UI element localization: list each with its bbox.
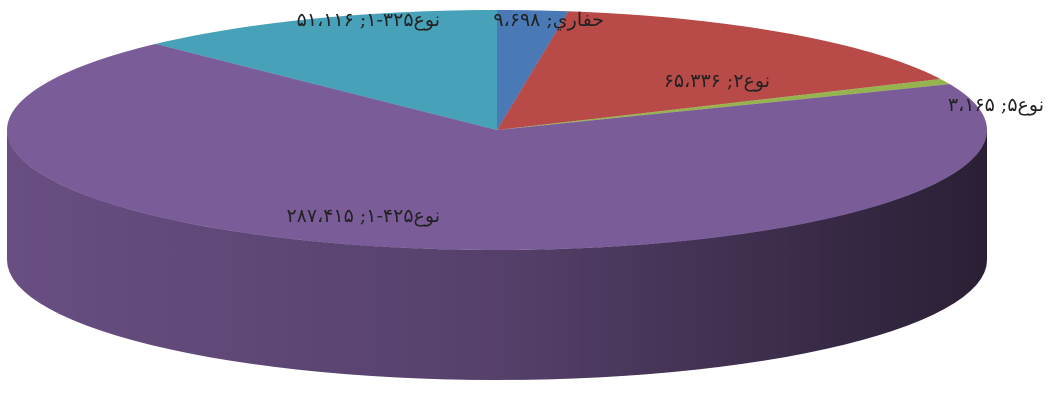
slice-2-data-label: نوع۲; ۶۵،۳۳۶	[664, 70, 770, 92]
slice-3	[497, 78, 950, 130]
slice-1-data-label: حفاري; ۹،۶۹۸	[493, 9, 604, 31]
slice-5-data-label: نوع۳۲۵-۱; ۵۱،۱۱۶	[297, 9, 440, 31]
slice-3-data-label: نوع۵; ۳،۱۶۵	[948, 94, 1044, 116]
slice-1	[497, 10, 569, 130]
slice-4	[7, 43, 987, 250]
slice-4-data-label: نوع۴۲۵-۱; ۲۸۷،۴۱۵	[286, 205, 440, 227]
slice-5	[155, 10, 497, 130]
slice-2	[497, 11, 941, 131]
slice-4-side-shading	[7, 130, 987, 380]
